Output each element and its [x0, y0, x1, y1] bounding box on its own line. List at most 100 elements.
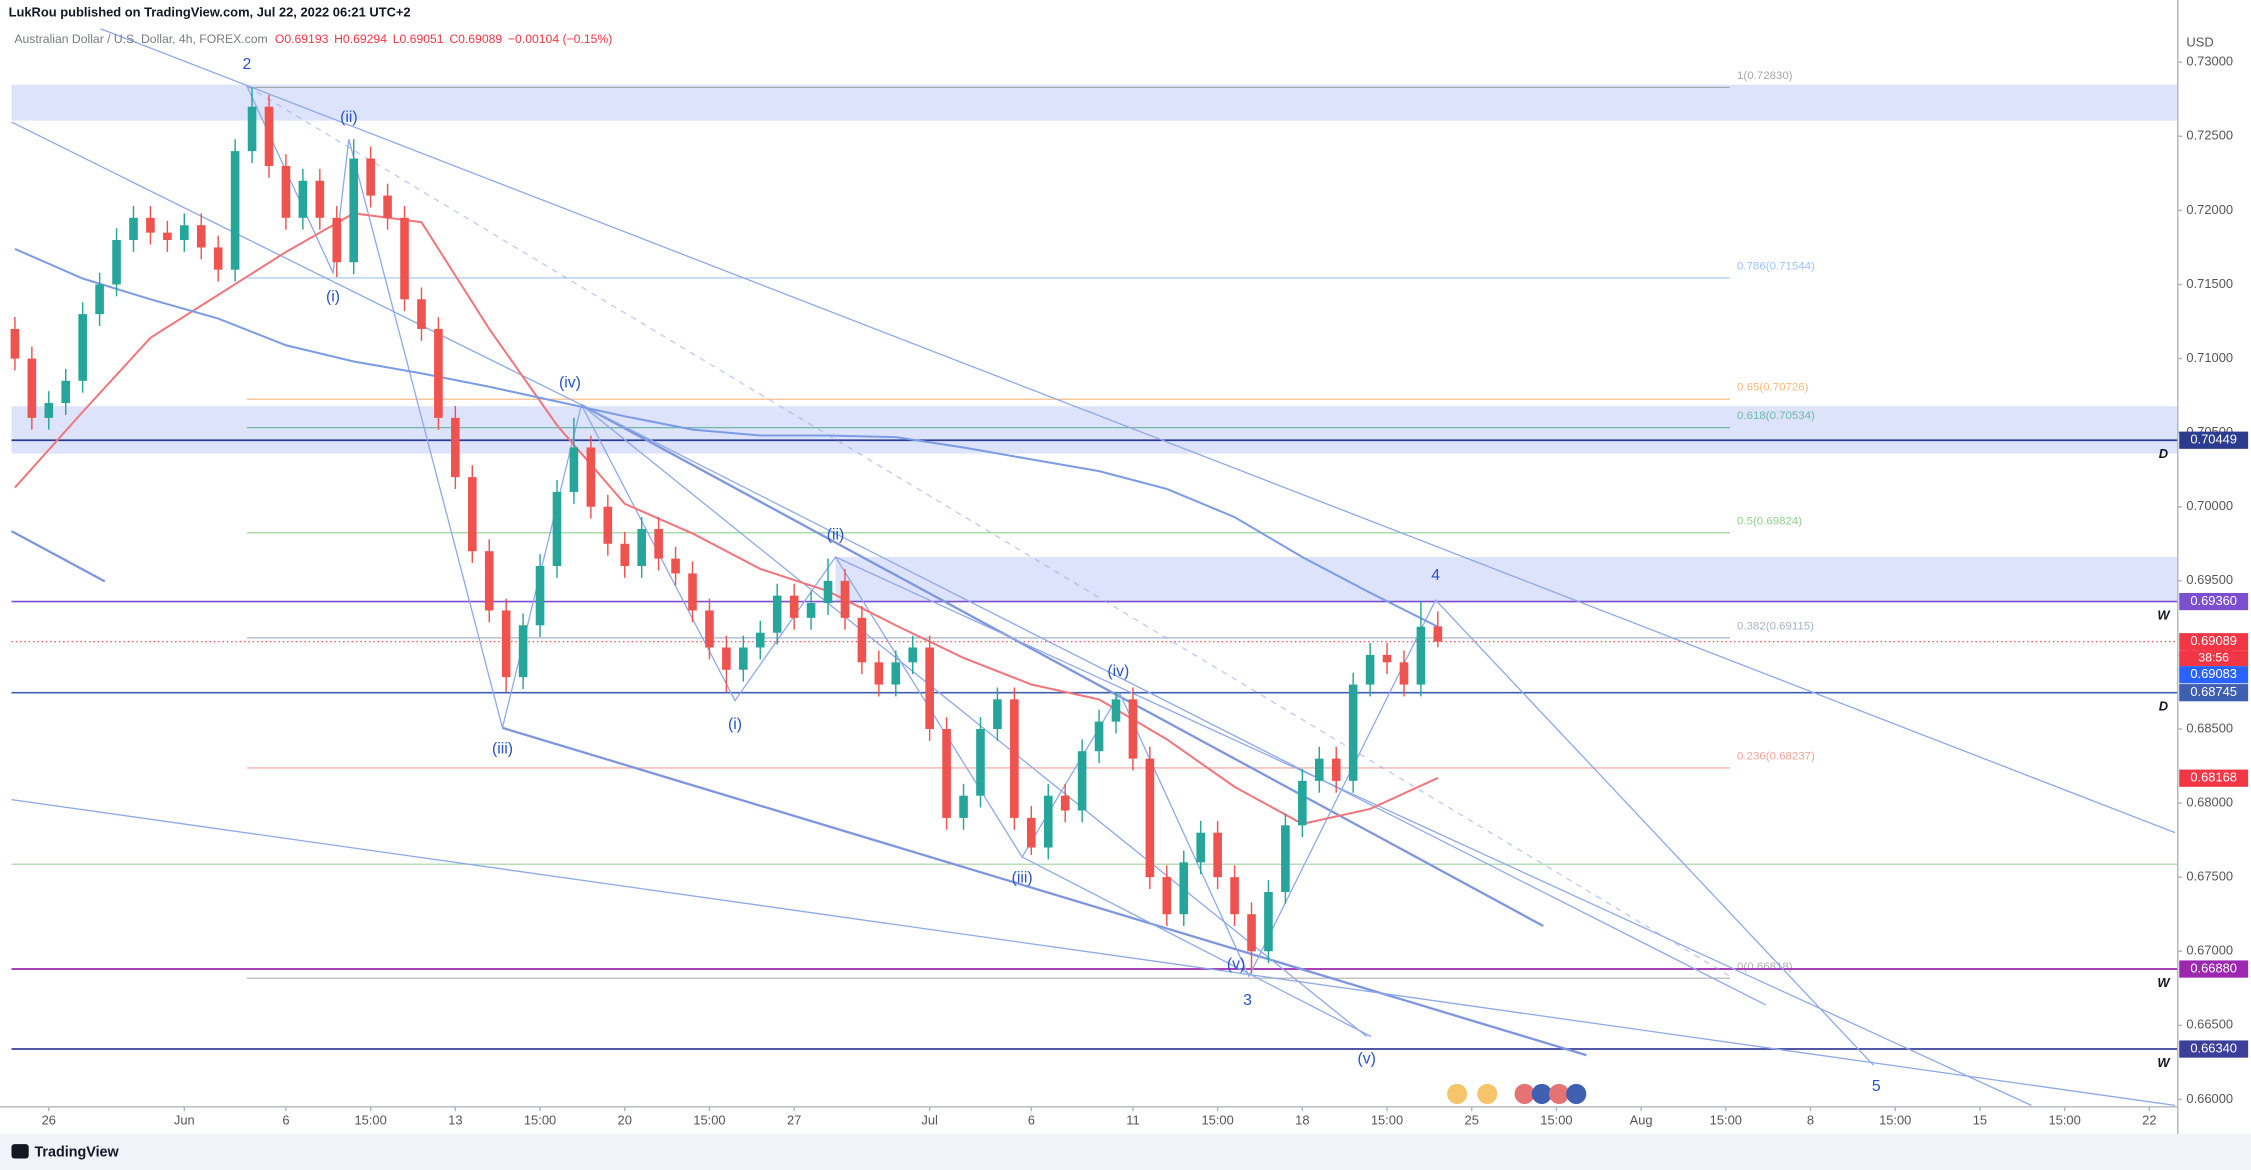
candle-body — [1213, 832, 1222, 878]
wave-label: 2 — [243, 56, 252, 73]
candles — [10, 87, 1443, 974]
candle-body — [569, 447, 579, 492]
candle-body — [518, 625, 528, 678]
price-flag — [2179, 960, 2249, 978]
event-icon[interactable] — [1477, 1083, 1498, 1104]
candle-body — [1382, 654, 1392, 663]
y-tick-label: 0.69500 — [2186, 572, 2233, 587]
wave-label: (v) — [1227, 956, 1245, 973]
candle-body — [247, 106, 257, 152]
moving-average — [14, 248, 1439, 628]
brand[interactable]: TradingView — [34, 1145, 119, 1161]
y-tick-label: 0.67500 — [2186, 869, 2233, 884]
event-icon[interactable] — [1548, 1083, 1570, 1104]
candle-body — [315, 180, 325, 218]
x-tick-label: 15 — [1973, 1113, 1987, 1128]
x-tick-label: Jun — [174, 1113, 195, 1128]
fib-label: 0.786(0.71544) — [1737, 261, 1815, 273]
candle-body — [925, 647, 934, 729]
candle-body — [1331, 758, 1341, 781]
countdown: 38:56 — [2198, 650, 2229, 664]
x-tick-label: 20 — [618, 1113, 632, 1128]
event-icon[interactable] — [1514, 1083, 1535, 1104]
trendline — [581, 404, 1767, 1006]
candle-body — [552, 491, 562, 567]
candle-body — [772, 595, 782, 633]
price-axis — [2177, 0, 2251, 1135]
x-tick-label: 15:00 — [2048, 1113, 2080, 1128]
x-tick-label: 15:00 — [1710, 1113, 1742, 1128]
candle-body — [1264, 891, 1273, 952]
zone — [11, 84, 2178, 121]
event-icon[interactable] — [1447, 1083, 1468, 1104]
y-tick-label: 0.66000 — [2186, 1091, 2233, 1106]
level-marker: D — [2159, 698, 2168, 713]
trendline — [581, 404, 1368, 1037]
wave-label: (iv) — [559, 374, 581, 391]
x-tick-label: 25 — [1465, 1113, 1479, 1128]
level-marker: W — [2157, 607, 2171, 622]
candle-body — [1281, 825, 1290, 892]
candle-body — [434, 328, 443, 418]
wave-label: (ii) — [340, 109, 358, 126]
candle-body — [180, 225, 189, 241]
y-tick-label: 0.70000 — [2186, 498, 2233, 513]
candle-body — [959, 795, 968, 818]
candle-body — [1179, 862, 1189, 915]
candle-body — [1196, 832, 1206, 863]
moving-averages — [14, 212, 1439, 825]
candle-body — [993, 699, 1002, 729]
ohlc: C0.69089 — [449, 32, 502, 46]
wave-label: (iii) — [492, 741, 513, 758]
candle-body — [654, 528, 663, 559]
wave-label: (i) — [326, 288, 340, 305]
y-tick-label: 0.73000 — [2186, 54, 2233, 69]
trendline — [11, 798, 2176, 1107]
x-tick-label: 15:00 — [524, 1113, 556, 1128]
trendline — [502, 726, 1587, 1057]
price-flag-label: 0.69360 — [2190, 593, 2237, 608]
event-icon[interactable] — [1531, 1083, 1552, 1104]
fib-label: 0.618(0.70534) — [1737, 410, 1815, 422]
trendline — [835, 556, 2032, 1106]
candle-body — [1433, 626, 1443, 642]
candle-body — [129, 217, 138, 241]
y-tick-label: 0.68000 — [2186, 794, 2233, 809]
zones — [11, 84, 2178, 602]
candle-body — [1111, 699, 1121, 722]
x-tick-label: 6 — [282, 1113, 289, 1128]
candle-body — [1077, 751, 1087, 811]
footer-bar — [0, 1134, 2251, 1170]
candle-body — [1043, 795, 1053, 848]
x-tick-label: 15:00 — [1201, 1113, 1233, 1128]
publisher: LukRou published on TradingView.com, Jul… — [9, 4, 411, 19]
trendline — [11, 121, 582, 406]
candle-body — [366, 158, 375, 196]
price-flag-label: 0.69083 — [2190, 666, 2237, 681]
trendline — [10, 530, 106, 583]
wave-label: (ii) — [827, 527, 845, 544]
candle-body — [1094, 721, 1104, 752]
logo[interactable] — [11, 1144, 29, 1159]
price-flag-label: 0.69089 — [2190, 633, 2237, 648]
trendline — [246, 85, 1731, 977]
x-tick-label: 13 — [448, 1113, 462, 1128]
candle-body — [10, 328, 20, 359]
levels: D W D W W — [11, 439, 2178, 1070]
candle-body — [1247, 914, 1256, 952]
candle-body — [823, 580, 833, 604]
price-flags: 0.70449 0.69360 0.69089 38:56 0.69083 0.68745… — [2179, 431, 2249, 1058]
candle-body — [535, 566, 545, 626]
y-tick-label: 0.66500 — [2186, 1017, 2233, 1032]
candle-body — [400, 217, 409, 300]
candle-body — [1162, 877, 1172, 915]
price-flag — [2179, 633, 2249, 651]
candle-body — [739, 647, 748, 670]
price-flag-label: 0.68168 — [2190, 770, 2237, 785]
candle-body — [1010, 699, 1019, 818]
candle-body — [95, 284, 104, 315]
event-icon[interactable] — [1566, 1083, 1587, 1104]
x-tick-label: 18 — [1295, 1113, 1309, 1128]
wave-label: 4 — [1431, 567, 1440, 584]
candle-body — [112, 240, 121, 285]
